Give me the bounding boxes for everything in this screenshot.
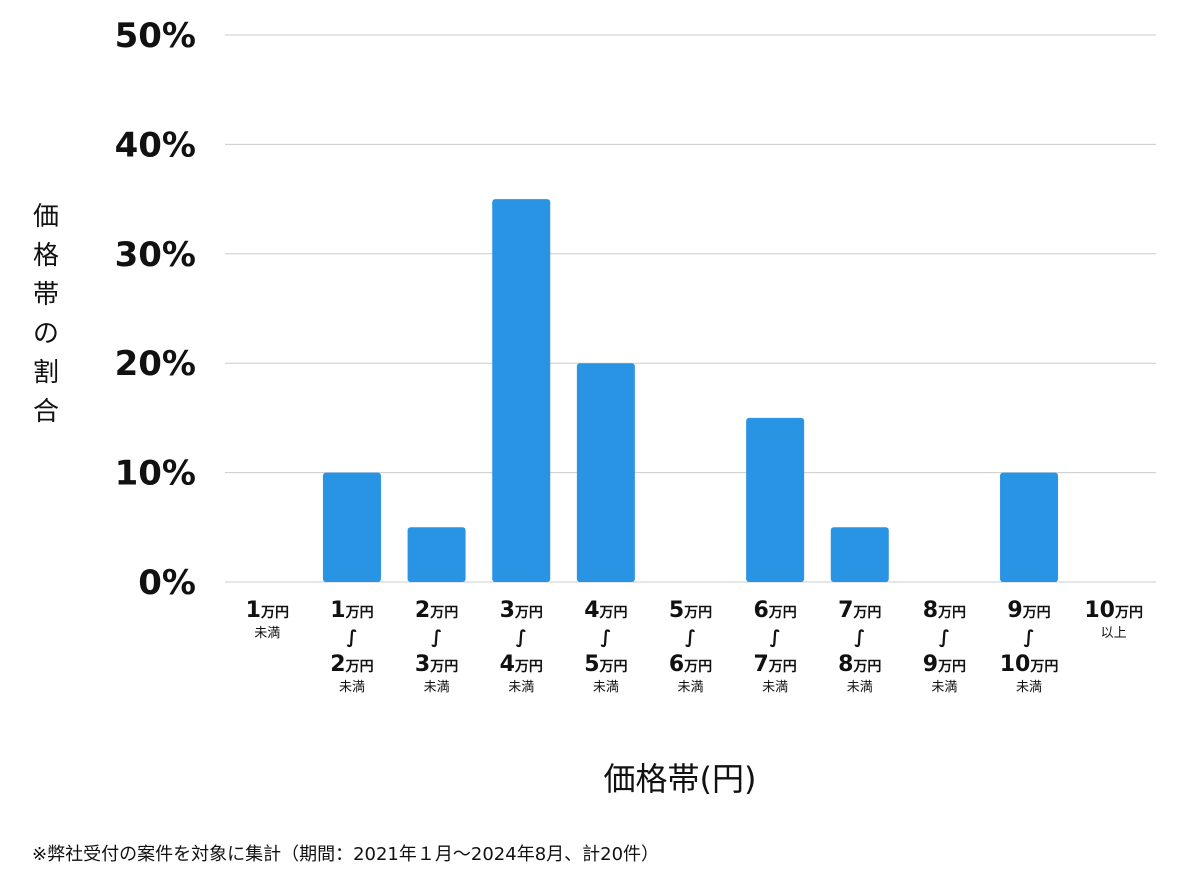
x-tick-amount: 2万円 bbox=[415, 598, 458, 623]
x-tick-range-mark: ∫ bbox=[516, 627, 527, 648]
x-tick-suffix: 未満 bbox=[508, 680, 534, 695]
x-tick-amount: 9万円 bbox=[923, 652, 966, 677]
bar bbox=[407, 527, 466, 582]
x-tick-suffix: 未満 bbox=[1016, 680, 1042, 695]
y-tick-label: 50% bbox=[115, 16, 196, 56]
footnote: ※弊社受付の案件を対象に集計（期間：2021年１月〜2024年8月、計20件） bbox=[32, 844, 660, 865]
bars bbox=[322, 199, 1059, 582]
y-axis-title: 価格帯の割合 bbox=[32, 202, 59, 427]
x-tick-range-mark: ∫ bbox=[600, 627, 611, 648]
x-tick-range-mark: ∫ bbox=[346, 627, 357, 648]
x-tick-labels: 1万円未満1万円∫2万円未満2万円∫3万円未満3万円∫4万円未満4万円∫5万円未… bbox=[246, 598, 1143, 695]
x-tick-amount: 10万円 bbox=[1000, 652, 1059, 677]
x-tick-suffix: 未満 bbox=[677, 680, 703, 695]
x-tick-range-mark: ∫ bbox=[939, 627, 950, 648]
x-tick-suffix: 以上 bbox=[1101, 626, 1127, 641]
y-tick-label: 30% bbox=[115, 235, 196, 275]
x-tick-amount: 8万円 bbox=[923, 598, 966, 623]
x-tick-amount: 6万円 bbox=[669, 652, 712, 677]
x-tick-suffix: 未満 bbox=[762, 680, 788, 695]
x-tick-suffix: 未満 bbox=[931, 680, 957, 695]
x-tick-suffix: 未満 bbox=[847, 680, 873, 695]
x-tick-amount: 9万円 bbox=[1007, 598, 1050, 623]
x-tick-amount: 7万円 bbox=[753, 652, 796, 677]
bar bbox=[322, 472, 381, 582]
bar bbox=[746, 417, 805, 582]
x-tick-range-mark: ∫ bbox=[1024, 627, 1035, 648]
y-tick-label: 0% bbox=[138, 563, 196, 603]
bar bbox=[830, 527, 889, 582]
x-tick-suffix: 未満 bbox=[424, 680, 450, 695]
x-axis-title: 価格帯(円) bbox=[603, 760, 757, 798]
x-tick-amount: 5万円 bbox=[669, 598, 712, 623]
x-tick-amount: 7万円 bbox=[838, 598, 881, 623]
x-tick-range-mark: ∫ bbox=[685, 627, 696, 648]
x-tick-amount: 4万円 bbox=[500, 652, 543, 677]
y-tick-label: 20% bbox=[115, 344, 196, 384]
x-tick-suffix: 未満 bbox=[339, 680, 365, 695]
x-tick-amount: 1万円 bbox=[330, 598, 373, 623]
x-tick-suffix: 未満 bbox=[593, 680, 619, 695]
x-tick-amount: 1万円 bbox=[246, 598, 289, 623]
bar bbox=[576, 363, 635, 582]
x-tick-amount: 3万円 bbox=[415, 652, 458, 677]
x-tick-amount: 8万円 bbox=[838, 652, 881, 677]
gridlines bbox=[225, 34, 1156, 583]
x-tick-range-mark: ∫ bbox=[854, 627, 865, 648]
x-tick-range-mark: ∫ bbox=[770, 627, 781, 648]
y-tick-labels: 0% 10% 20% 30% 40% 50% bbox=[115, 16, 196, 603]
bar bbox=[492, 199, 551, 582]
x-tick-amount: 3万円 bbox=[500, 598, 543, 623]
x-tick-amount: 5万円 bbox=[584, 652, 627, 677]
x-tick-amount: 4万円 bbox=[584, 598, 627, 623]
y-tick-label: 10% bbox=[115, 454, 196, 494]
x-tick-range-mark: ∫ bbox=[431, 627, 442, 648]
x-tick-amount: 10万円 bbox=[1084, 598, 1143, 623]
y-tick-label: 40% bbox=[115, 125, 196, 165]
bar bbox=[1000, 472, 1059, 582]
x-tick-amount: 6万円 bbox=[753, 598, 796, 623]
x-tick-suffix: 未満 bbox=[254, 626, 280, 641]
x-tick-amount: 2万円 bbox=[330, 652, 373, 677]
